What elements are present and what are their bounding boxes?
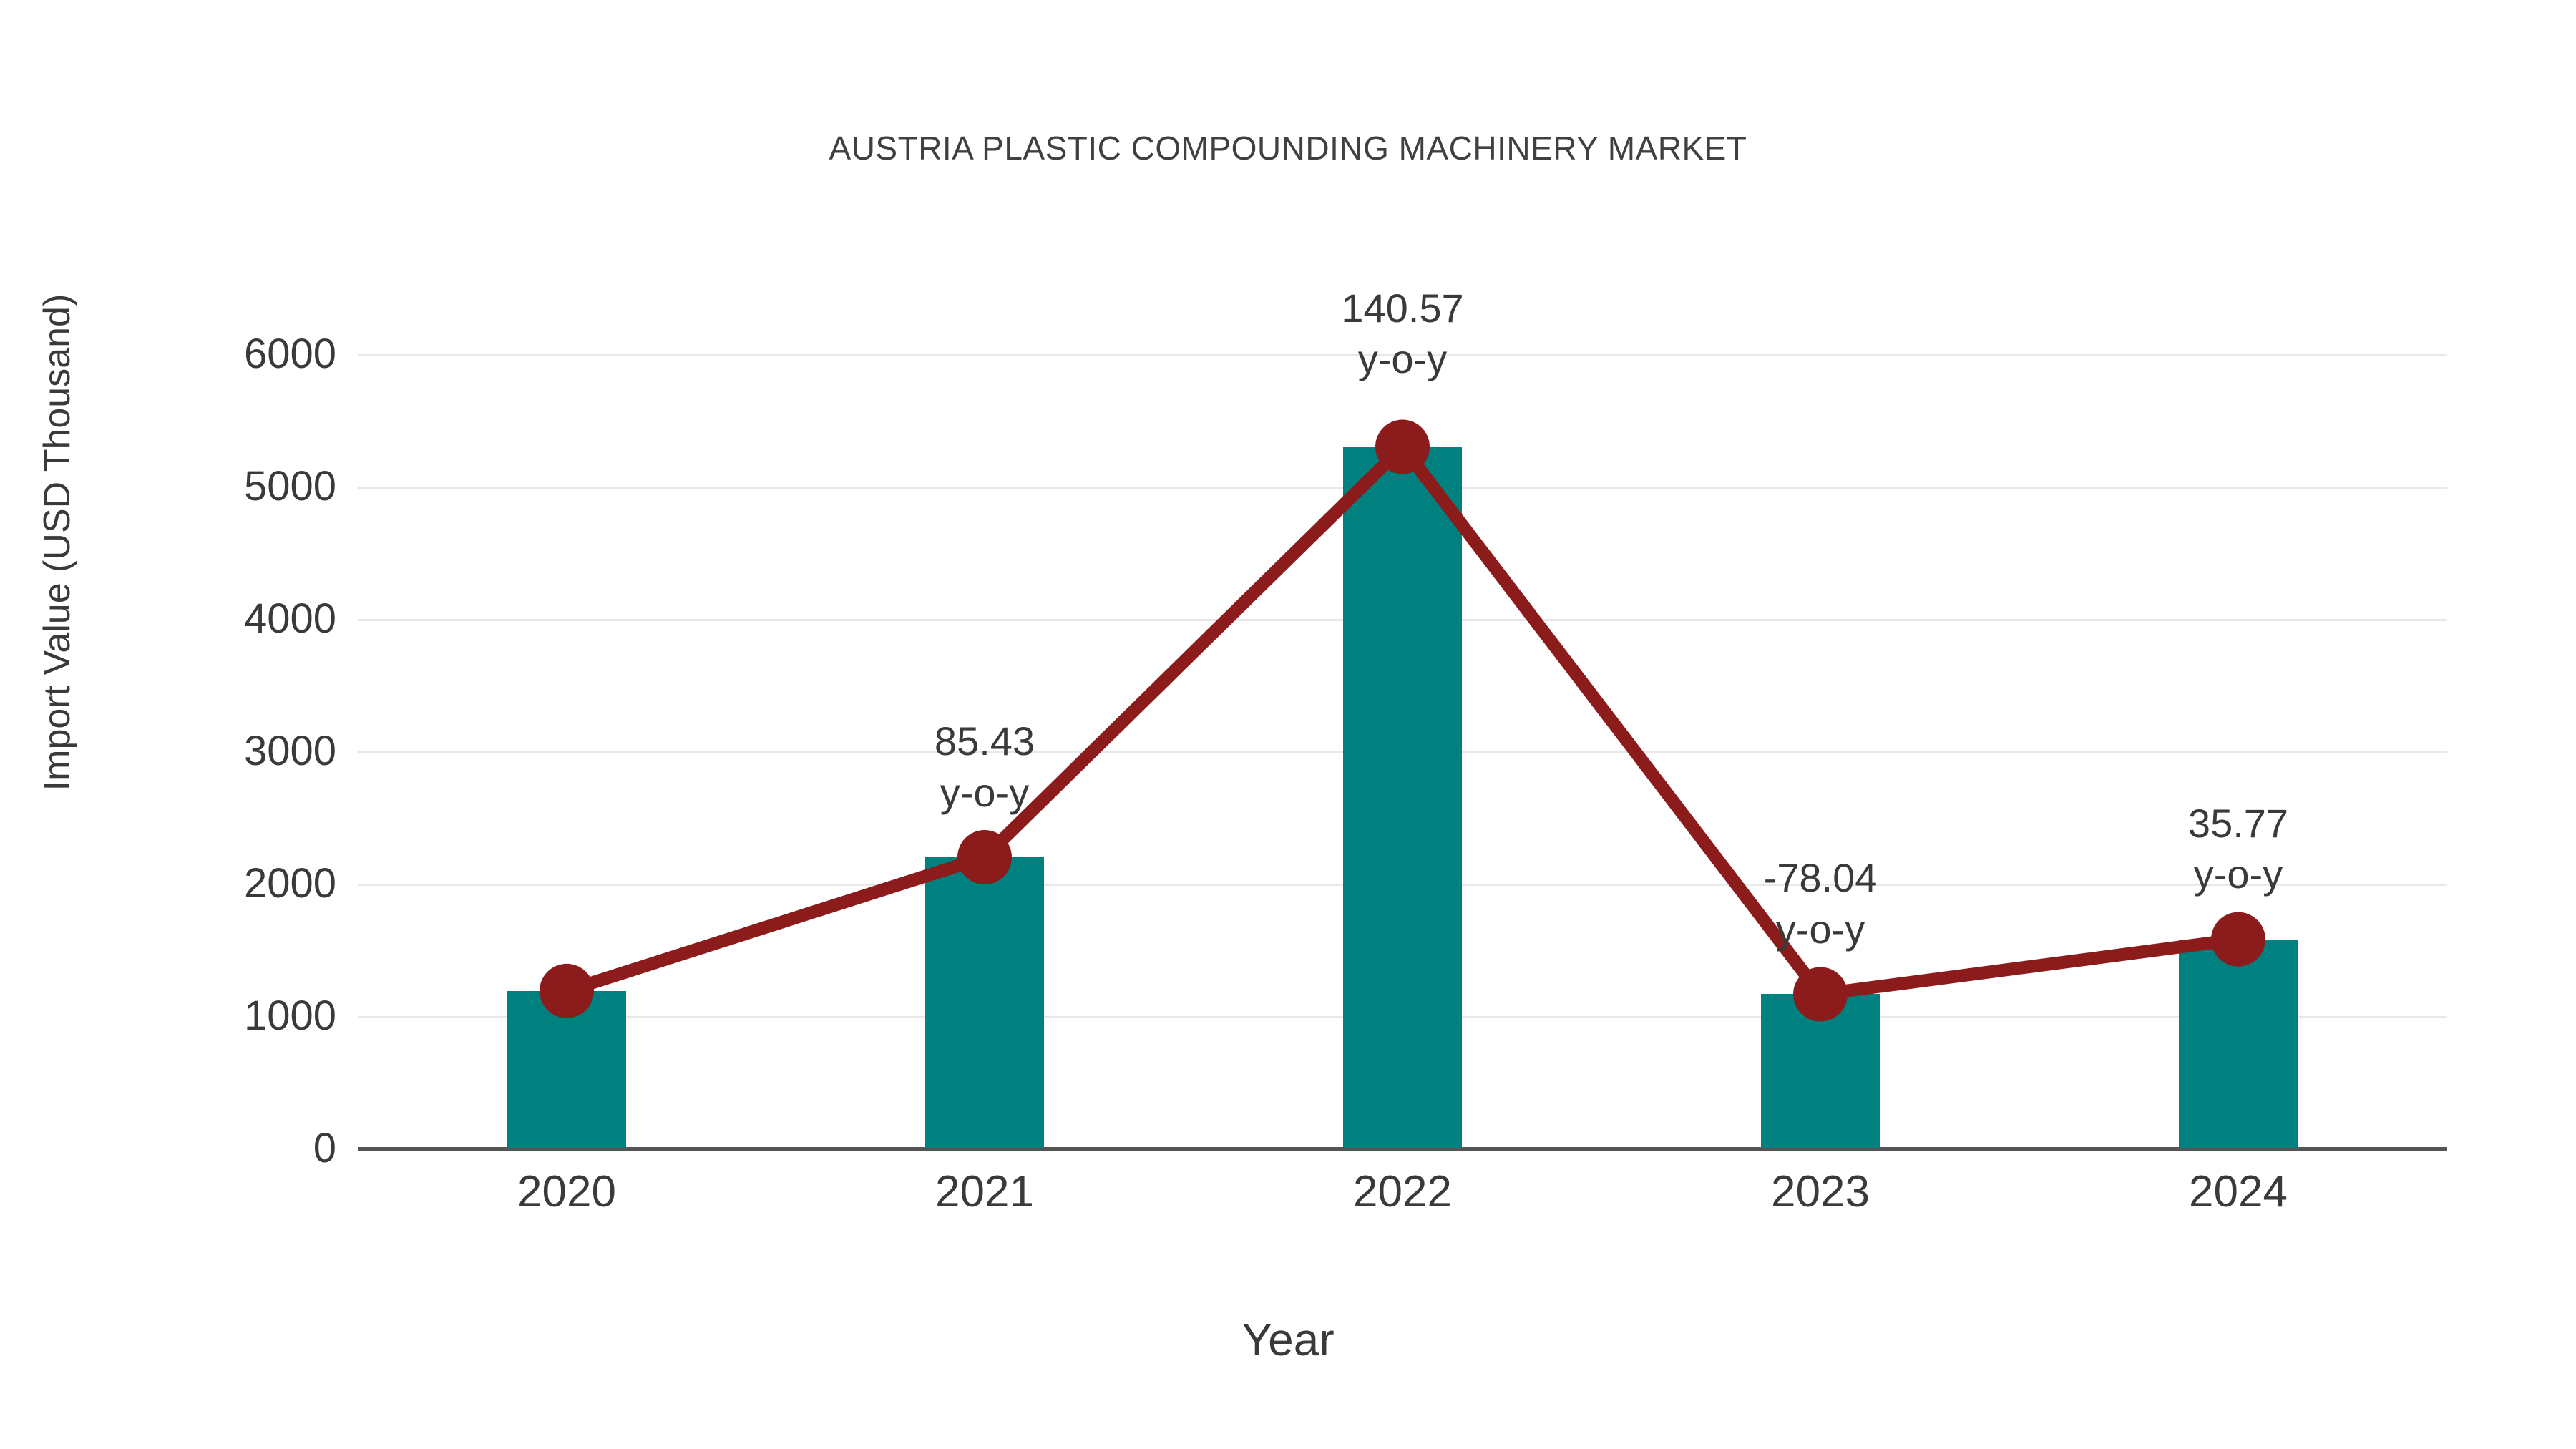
point-label-2024: 35.77 y-o-y (2187, 800, 2289, 897)
y-tick-2000: 2000 (243, 860, 336, 907)
y-tick-0: 0 (313, 1125, 336, 1171)
x-tick-2023: 2023 (1771, 1167, 1870, 1216)
y-tick-5000: 5000 (243, 463, 336, 509)
bar-2020[interactable] (507, 990, 626, 1148)
point-label-2022: 140.57 y-o-y (1341, 285, 1464, 382)
x-axis-label: Year (1241, 1314, 1335, 1365)
y-tick-6000: 6000 (243, 331, 336, 377)
bar-2024[interactable] (2179, 939, 2298, 1148)
chart-title: AUSTRIA PLASTIC COMPOUNDING MACHINERY MA… (829, 130, 1747, 167)
bar-2021[interactable] (925, 857, 1044, 1148)
gridline-6000 (358, 354, 2447, 356)
x-tick-2022: 2022 (1353, 1167, 1452, 1216)
x-tick-2021: 2021 (935, 1167, 1034, 1216)
y-tick-1000: 1000 (243, 992, 336, 1039)
bar-2022[interactable] (1343, 447, 1462, 1148)
y-tick-4000: 4000 (243, 595, 336, 642)
x-axis-line (358, 1147, 2447, 1151)
x-tick-2024: 2024 (2189, 1167, 2288, 1216)
y-tick-3000: 3000 (243, 728, 336, 774)
point-label-2023: -78.04 y-o-y (1763, 855, 1878, 952)
point-label-2021: 85.43 y-o-y (934, 718, 1035, 815)
bar-2023[interactable] (1761, 994, 1880, 1148)
x-tick-2020: 2020 (517, 1167, 616, 1216)
